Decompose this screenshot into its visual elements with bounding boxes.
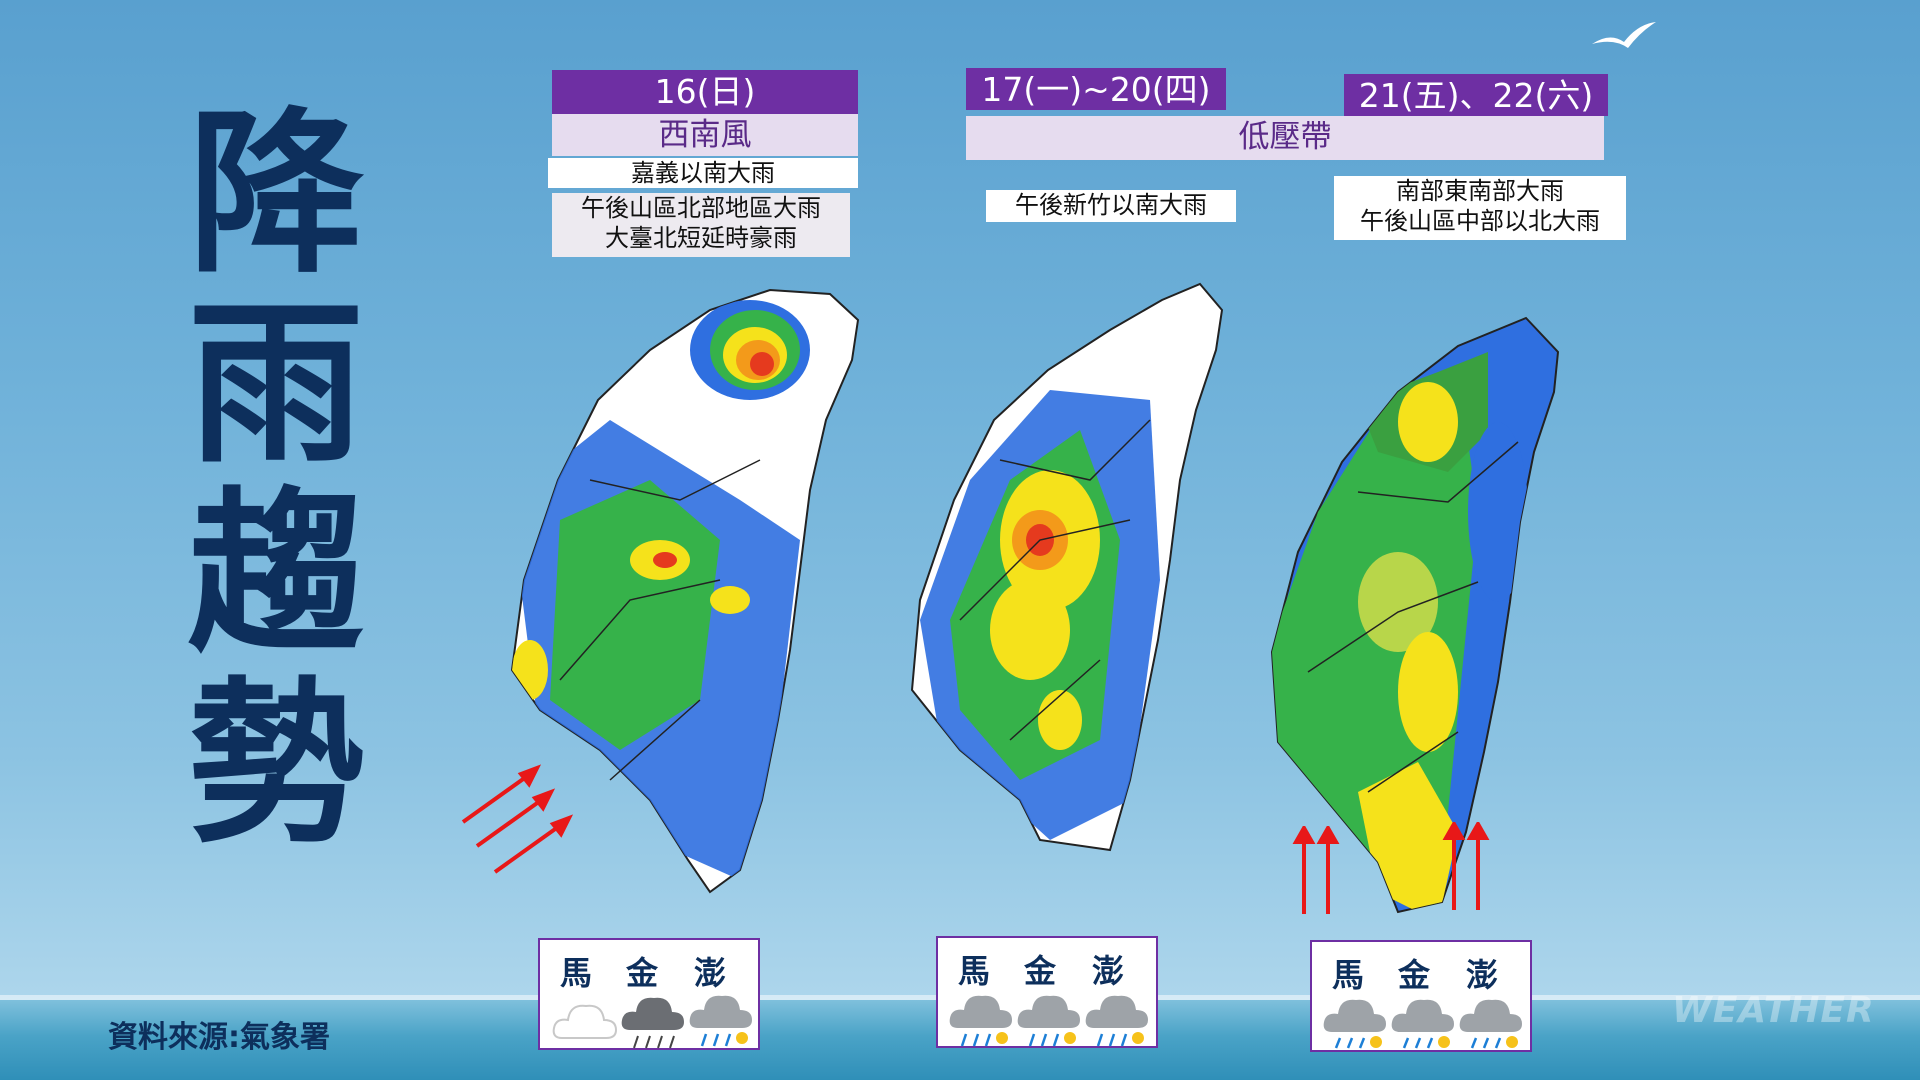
seagull-icon bbox=[1592, 22, 1656, 48]
rain-sun-icon bbox=[1459, 999, 1522, 1049]
panel1-note-2: 午後山區北部地區大雨 bbox=[581, 194, 821, 222]
panel1-date: 16(日) bbox=[552, 70, 858, 114]
title-char: 降 bbox=[187, 92, 364, 297]
rain-map-panel3 bbox=[1270, 316, 1560, 914]
panel1-system: 西南風 bbox=[552, 114, 858, 156]
rain-map-panel2 bbox=[910, 282, 1224, 852]
panel1-note-3: 大臺北短延時豪雨 bbox=[605, 224, 797, 252]
island-label-kinmen: 金 bbox=[626, 954, 659, 992]
panel2-3-system: 低壓帶 bbox=[966, 116, 1604, 160]
rain-cloud-icon bbox=[621, 997, 684, 1049]
islands-box-panel3 bbox=[1310, 940, 1532, 1052]
rain-map-panel1 bbox=[510, 288, 860, 894]
rain-sun-icon bbox=[1085, 995, 1148, 1047]
cloudy-icon bbox=[552, 1004, 618, 1039]
rain-sun-icon bbox=[1323, 999, 1386, 1049]
island-label-kinmen: 金 bbox=[1024, 952, 1057, 990]
island-label-penghu: 澎 bbox=[1466, 956, 1499, 994]
title-char: 勢 bbox=[187, 662, 364, 867]
rain-sun-icon bbox=[1017, 995, 1080, 1047]
panel2-date: 17(一)~20(四) bbox=[966, 68, 1226, 110]
panel3-note-1: 南部東南部大雨 bbox=[1396, 177, 1564, 205]
weather-logo: WEATHER bbox=[1672, 990, 1875, 1031]
island-label-penghu: 澎 bbox=[1092, 952, 1125, 990]
island-label-matsu: 馬 bbox=[958, 952, 991, 990]
panel3-note-2: 午後山區中部以北大雨 bbox=[1360, 207, 1600, 235]
panel3-date: 21(五)、22(六) bbox=[1344, 74, 1608, 116]
panel3-notes-box: 南部東南部大雨 午後山區中部以北大雨 bbox=[1334, 176, 1626, 240]
page-title: 降 雨 趨 勢 bbox=[176, 100, 376, 860]
island-label-matsu: 馬 bbox=[1332, 956, 1365, 994]
panel2-note-1: 午後新竹以南大雨 bbox=[986, 190, 1236, 222]
wind-arrows-panel1 bbox=[461, 764, 574, 874]
island-label-penghu: 澎 bbox=[694, 954, 727, 992]
island-label-kinmen: 金 bbox=[1398, 956, 1431, 994]
title-char: 趨 bbox=[187, 472, 364, 677]
data-source: 資料來源:氣象署 bbox=[108, 1020, 330, 1055]
rain-sun-icon bbox=[689, 995, 752, 1047]
rain-sun-icon bbox=[1391, 999, 1454, 1049]
title-char: 雨 bbox=[187, 282, 364, 487]
rain-sun-icon bbox=[949, 995, 1012, 1047]
island-label-matsu: 馬 bbox=[560, 954, 593, 992]
panel1-notes-box: 午後山區北部地區大雨 大臺北短延時豪雨 bbox=[552, 193, 850, 257]
islands-box-panel2 bbox=[936, 936, 1158, 1048]
wind-arrows-panel3-right bbox=[1442, 822, 1490, 910]
wind-arrows-panel3-left bbox=[1292, 826, 1340, 914]
panel1-note-1: 嘉義以南大雨 bbox=[548, 158, 858, 188]
